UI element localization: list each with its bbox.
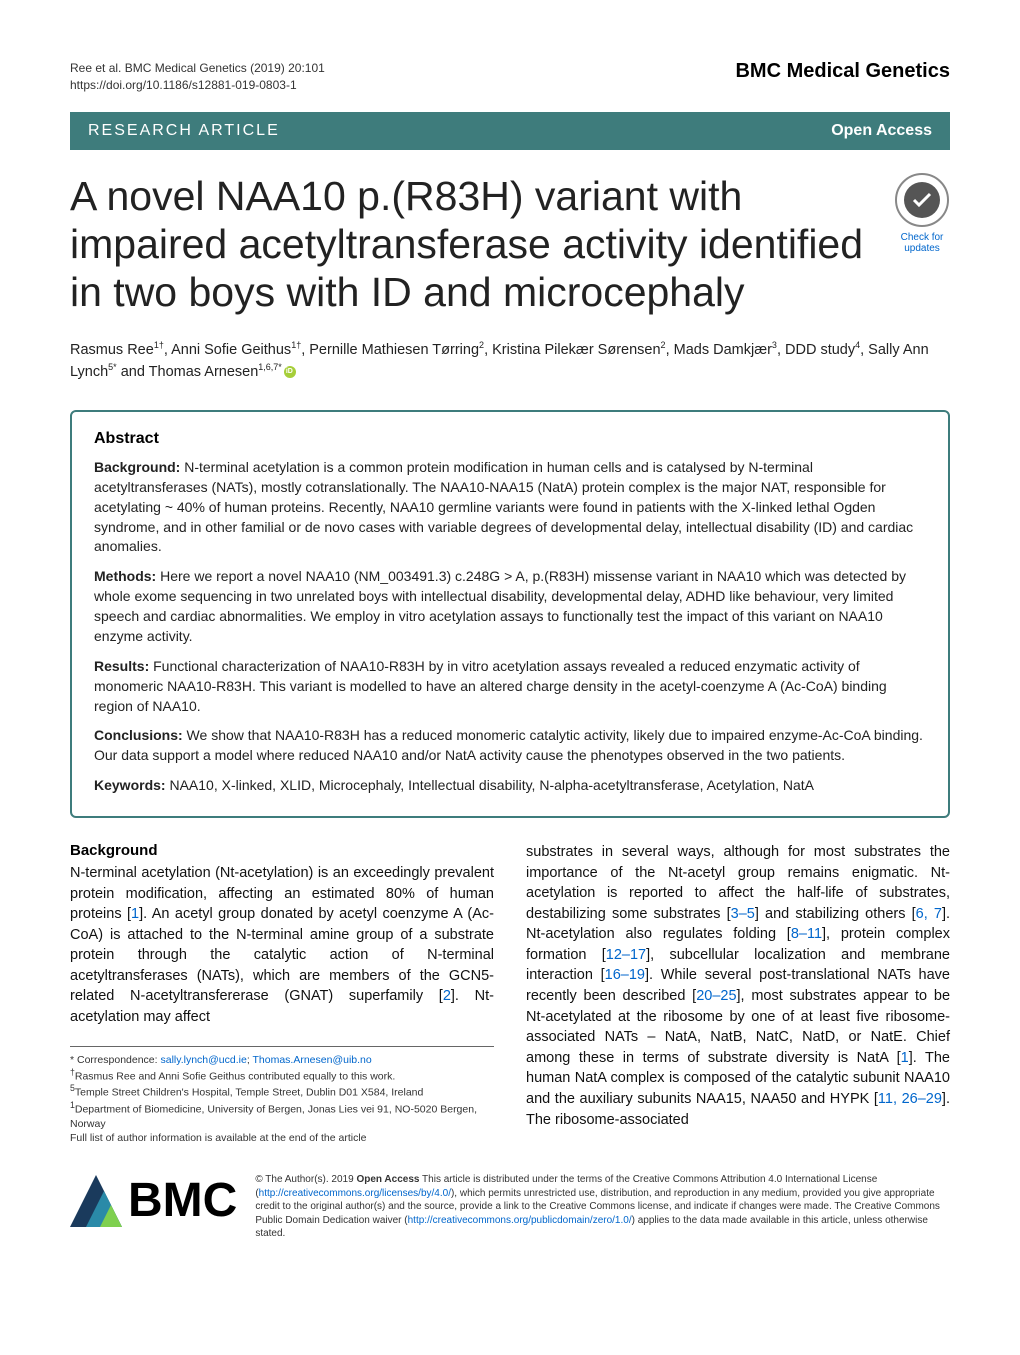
orcid-icon[interactable] — [284, 366, 296, 378]
badge-line1: Check for — [894, 232, 950, 243]
keywords-text: NAA10, X-linked, XLID, Microcephaly, Int… — [166, 777, 814, 793]
bmc-logo: BMC — [70, 1173, 237, 1228]
authors-list: Rasmus Ree1†, Anni Sofie Geithus1†, Pern… — [70, 339, 950, 384]
citation-line2: https://doi.org/10.1186/s12881-019-0803-… — [70, 77, 325, 94]
body-columns: Background N-terminal acetylation (Nt-ac… — [70, 842, 950, 1145]
abstract-heading: Abstract — [94, 430, 926, 448]
abstract-methods: Methods: Here we report a novel NAA10 (N… — [94, 567, 926, 647]
correspondence-label: * Correspondence: — [70, 1054, 160, 1066]
journal-name: BMC Medical Genetics — [735, 60, 950, 83]
license-link-1[interactable]: http://creativecommons.org/licenses/by/4… — [259, 1188, 451, 1199]
abstract-results-label: Results: — [94, 658, 149, 674]
bmc-triangle-icon — [70, 1175, 122, 1227]
background-heading: Background — [70, 842, 494, 859]
abstract-background: Background: N-terminal acetylation is a … — [94, 458, 926, 557]
citation-line1: Ree et al. BMC Medical Genetics (2019) 2… — [70, 60, 325, 77]
body-text-left: N-terminal acetylation (Nt-acetylation) … — [70, 863, 494, 1028]
license-prefix: © The Author(s). 2019 — [255, 1174, 356, 1185]
license-link-2[interactable]: http://creativecommons.org/publicdomain/… — [408, 1215, 632, 1226]
correspondence-email-2[interactable]: Thomas.Arnesen@uib.no — [252, 1054, 371, 1066]
license-row: BMC © The Author(s). 2019 Open Access Th… — [70, 1173, 950, 1241]
correspondence-email-1[interactable]: sally.lynch@ucd.ie — [160, 1054, 246, 1066]
bmc-text: BMC — [128, 1173, 237, 1228]
keywords: Keywords: NAA10, X-linked, XLID, Microce… — [94, 776, 926, 796]
column-right: substrates in several ways, although for… — [526, 842, 950, 1145]
license-open-access: Open Access — [356, 1174, 419, 1185]
abstract-background-text: N-terminal acetylation is a common prote… — [94, 459, 913, 555]
body-text-right: substrates in several ways, although for… — [526, 842, 950, 1130]
crossmark-badge[interactable]: Check for updates — [894, 172, 950, 254]
abstract-background-label: Background: — [94, 459, 180, 475]
affiliation-5: 5Temple Street Children's Hospital, Temp… — [70, 1083, 494, 1100]
full-author-list-note: Full list of author information is avail… — [70, 1131, 494, 1145]
abstract-conclusions-label: Conclusions: — [94, 727, 183, 743]
abstract-results: Results: Functional characterization of … — [94, 657, 926, 717]
abstract-conclusions: Conclusions: We show that NAA10-R83H has… — [94, 726, 926, 766]
citation: Ree et al. BMC Medical Genetics (2019) 2… — [70, 60, 325, 94]
abstract-methods-text: Here we report a novel NAA10 (NM_003491.… — [94, 568, 906, 644]
article-title: A novel NAA10 p.(R83H) variant with impa… — [70, 172, 874, 317]
article-type: RESEARCH ARTICLE — [88, 122, 280, 140]
badge-line2: updates — [894, 243, 950, 254]
correspondence-line: * Correspondence: sally.lynch@ucd.ie; Th… — [70, 1053, 494, 1067]
open-access-label: Open Access — [831, 122, 932, 140]
license-text: © The Author(s). 2019 Open Access This a… — [255, 1173, 950, 1241]
affiliation-1: 1Department of Biomedicine, University o… — [70, 1100, 494, 1131]
crossmark-icon — [894, 172, 950, 228]
column-left: Background N-terminal acetylation (Nt-ac… — [70, 842, 494, 1145]
abstract-results-text: Functional characterization of NAA10-R83… — [94, 658, 887, 714]
abstract-box: Abstract Background: N-terminal acetylat… — [70, 410, 950, 818]
abstract-conclusions-text: We show that NAA10-R83H has a reduced mo… — [94, 727, 923, 763]
equal-contrib: †Rasmus Ree and Anni Sofie Geithus contr… — [70, 1067, 494, 1084]
keywords-label: Keywords: — [94, 777, 166, 793]
footnotes: * Correspondence: sally.lynch@ucd.ie; Th… — [70, 1046, 494, 1146]
abstract-methods-label: Methods: — [94, 568, 156, 584]
article-type-banner: RESEARCH ARTICLE Open Access — [70, 112, 950, 150]
header-row: Ree et al. BMC Medical Genetics (2019) 2… — [70, 60, 950, 94]
